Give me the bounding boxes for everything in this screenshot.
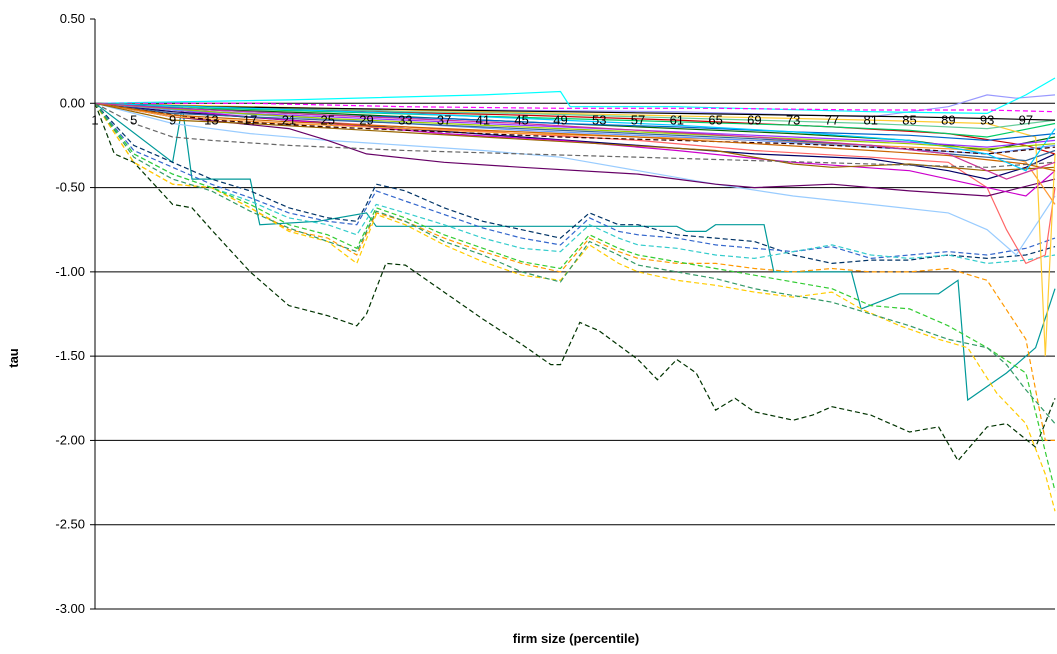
- x-tick-label: 29: [359, 112, 373, 127]
- x-tick-label: 21: [282, 112, 296, 127]
- series-line-34: [94, 102, 1056, 180]
- series-line-3: [94, 102, 1056, 265]
- gridlines: [90, 18, 1055, 610]
- y-tick-label: -1.50: [55, 348, 85, 363]
- y-tick-label: -3.00: [55, 601, 85, 616]
- x-tick-label: 53: [592, 112, 606, 127]
- series-line-2: [94, 102, 1056, 402]
- series-line-9: [94, 102, 1056, 424]
- x-tick-labels: 1 5 9 13 17 21 25 29 33 37 41 45 49 53 57 61 65 69 73 77 81 8…: [91, 112, 1033, 127]
- series-line-1: [94, 103, 1056, 462]
- x-tick-label: 41: [476, 112, 490, 127]
- x-tick-label: 57: [631, 112, 645, 127]
- x-tick-label: 49: [553, 112, 567, 127]
- x-tick-label: 13: [204, 112, 218, 127]
- series-line-16: [94, 102, 1056, 197]
- x-tick-label: 89: [941, 112, 955, 127]
- x-tick-label: 5: [130, 112, 137, 127]
- y-tick-label: -2.00: [55, 432, 85, 447]
- x-tick-label: 37: [437, 112, 451, 127]
- series-line-7: [94, 102, 1056, 512]
- x-tick-label: 25: [320, 112, 334, 127]
- y-tick-labels: 0.50 0.00 -0.50 -1.00 -1.50 -2.00 -2.50 -3.00: [55, 11, 85, 616]
- x-tick-label: 69: [747, 112, 761, 127]
- x-tick-label: 73: [786, 112, 800, 127]
- x-tick-label: 81: [864, 112, 878, 127]
- y-tick-label: 0.00: [60, 95, 85, 110]
- y-tick-label: -1.00: [55, 264, 85, 279]
- x-tick-label: 17: [243, 112, 257, 127]
- axes: [94, 19, 1055, 610]
- series-line-30: [94, 102, 1056, 172]
- x-tick-label: 65: [708, 112, 722, 127]
- series-line-31: [94, 102, 1056, 121]
- y-tick-label: -2.50: [55, 517, 85, 532]
- x-tick-label: 97: [1019, 112, 1033, 127]
- series-line-5: [94, 102, 1056, 265]
- x-tick-label: 61: [670, 112, 684, 127]
- y-axis-title: tau: [6, 348, 21, 368]
- x-axis-title: firm size (percentile): [513, 631, 639, 646]
- y-tick-label: 0.50: [60, 11, 85, 26]
- series-line-8: [94, 102, 1056, 492]
- series-line-10: [94, 102, 1056, 256]
- series-line-32: [94, 102, 1056, 172]
- x-tick-label: 77: [825, 112, 839, 127]
- series-line-33: [94, 102, 1056, 150]
- series-lines: [94, 77, 1056, 512]
- series-line-13: [94, 77, 1056, 115]
- series-line-23: [94, 102, 1056, 138]
- series-line-6: [94, 102, 1055, 441]
- x-tick-label: 33: [398, 112, 412, 127]
- x-tick-label: 9: [169, 112, 176, 127]
- series-line-14: [94, 102, 1056, 197]
- x-tick-label: 1: [91, 112, 98, 127]
- x-tick-label: 85: [902, 112, 916, 127]
- series-line-17: [95, 102, 1056, 113]
- x-tick-label: 93: [980, 112, 994, 127]
- x-tick-label: 45: [514, 112, 528, 127]
- series-line-35: [94, 102, 1056, 168]
- y-tick-label: -0.50: [55, 180, 85, 195]
- series-line-24: [94, 102, 1056, 162]
